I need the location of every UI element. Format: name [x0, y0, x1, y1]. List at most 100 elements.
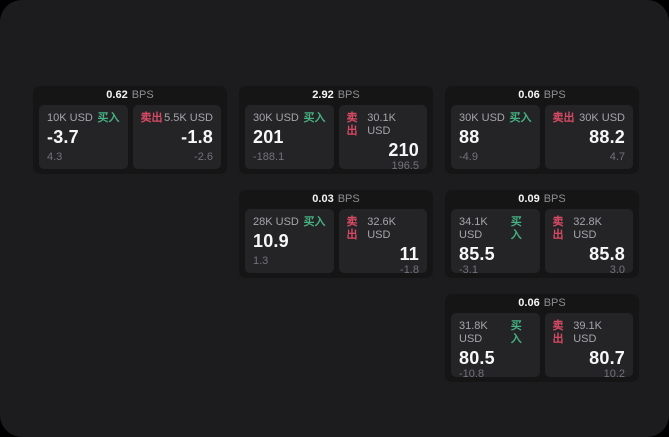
sell-amount: 32.6K USD [367, 216, 396, 241]
buy-amount: 31.8K USD [459, 320, 488, 345]
buy-amount: 30K USD [459, 112, 505, 124]
sell-delta: 4.7 [609, 151, 625, 163]
buy-label: 买入 [97, 112, 120, 124]
buy-quote-tile[interactable]: 30K USD 买入 88 -4.9 [451, 105, 540, 169]
bps-value: 0.62 [106, 89, 128, 101]
buy-label: 买入 [303, 112, 326, 124]
buy-delta: -10.8 [459, 368, 485, 380]
buy-sell-panels: 30K USD 买入 88 -4.9 卖出 30K USD 88.2 4.7 [451, 105, 633, 169]
sell-label: 卖出 [346, 112, 358, 137]
sell-price: 210 [388, 140, 419, 160]
buy-tile-header: 31.8K USD 买入 [459, 320, 532, 346]
sell-amount: 30.1K USD [367, 112, 396, 137]
bps-unit-label: BPS [337, 89, 360, 101]
buy-label: 买入 [509, 112, 532, 124]
bps-value: 0.06 [518, 297, 540, 309]
quote-card: 0.03 BPS 28K USD 买入 10.9 1.3 卖出 32.6K US… [239, 190, 433, 278]
bps-unit-label: BPS [131, 89, 154, 101]
sell-label: 卖出 [552, 216, 564, 241]
sell-tile-header: 卖出 32.6K USD [347, 216, 420, 242]
buy-label: 买入 [303, 216, 326, 228]
buy-delta: -188.1 [253, 151, 285, 163]
buy-tile-header: 10K USD 买入 [47, 112, 120, 125]
buy-price: 201 [253, 127, 284, 147]
bps-unit-label: BPS [337, 193, 360, 205]
buy-tile-header: 30K USD 买入 [253, 112, 326, 125]
buy-amount: 28K USD [253, 216, 299, 228]
buy-sell-panels: 30K USD 买入 201 -188.1 卖出 30.1K USD 210 1… [245, 105, 427, 172]
buy-delta: 4.3 [47, 151, 63, 163]
sell-label: 卖出 [346, 216, 358, 241]
sell-amount: 39.1K USD [573, 320, 602, 345]
buy-label: 买入 [510, 216, 522, 241]
buy-price: 80.5 [459, 348, 495, 368]
sell-quote-tile[interactable]: 卖出 32.6K USD 11 -1.8 [338, 209, 427, 276]
bps-unit-label: BPS [543, 89, 566, 101]
buy-delta: -4.9 [459, 151, 478, 163]
card-header: 0.06 BPS [451, 86, 633, 105]
buy-quote-tile[interactable]: 34.1K USD 买入 85.5 -3.1 [451, 209, 540, 276]
sell-delta: -1.8 [400, 264, 419, 276]
sell-amount: 30K USD [579, 112, 625, 124]
quote-cards-grid: 0.62 BPS 10K USD 买入 -3.7 4.3 卖出 5.5K USD [33, 86, 639, 382]
buy-quote-tile[interactable]: 31.8K USD 买入 80.5 -10.8 [451, 313, 540, 380]
sell-quote-tile[interactable]: 卖出 30.1K USD 210 196.5 [338, 105, 427, 172]
sell-label: 卖出 [140, 112, 163, 124]
bps-unit-label: BPS [543, 297, 566, 309]
quote-card: 2.92 BPS 30K USD 买入 201 -188.1 卖出 30.1K … [239, 86, 433, 174]
sell-quote-tile[interactable]: 卖出 32.8K USD 85.8 3.0 [544, 209, 633, 276]
buy-tile-header: 28K USD 买入 [253, 216, 326, 229]
bps-value: 0.06 [518, 89, 540, 101]
sell-price: -1.8 [181, 127, 213, 147]
buy-tile-header: 30K USD 买入 [459, 112, 532, 125]
sell-quote-tile[interactable]: 卖出 30K USD 88.2 4.7 [544, 105, 633, 169]
quote-card: 0.06 BPS 31.8K USD 买入 80.5 -10.8 卖出 39.1… [445, 294, 639, 382]
buy-price: 10.9 [253, 231, 289, 251]
sell-delta: 10.2 [603, 368, 625, 380]
bps-value: 0.09 [518, 193, 540, 205]
buy-sell-panels: 34.1K USD 买入 85.5 -3.1 卖出 32.8K USD 85.8… [451, 209, 633, 276]
quote-card: 0.62 BPS 10K USD 买入 -3.7 4.3 卖出 5.5K USD [33, 86, 227, 174]
buy-quote-tile[interactable]: 30K USD 买入 201 -188.1 [245, 105, 334, 169]
card-header: 0.06 BPS [451, 294, 633, 313]
sell-price: 88.2 [589, 127, 625, 147]
sell-tile-header: 卖出 30.1K USD [347, 112, 420, 138]
sell-tile-header: 卖出 39.1K USD [553, 320, 626, 346]
sell-price: 80.7 [589, 348, 625, 368]
buy-delta: -3.1 [459, 264, 478, 276]
buy-quote-tile[interactable]: 28K USD 买入 10.9 1.3 [245, 209, 334, 273]
sell-tile-header: 卖出 32.8K USD [553, 216, 626, 242]
buy-price: 85.5 [459, 244, 495, 264]
buy-sell-panels: 31.8K USD 买入 80.5 -10.8 卖出 39.1K USD 80.… [451, 313, 633, 380]
sell-tile-header: 卖出 5.5K USD [141, 112, 214, 125]
buy-quote-tile[interactable]: 10K USD 买入 -3.7 4.3 [39, 105, 128, 169]
buy-amount: 30K USD [253, 112, 299, 124]
bps-unit-label: BPS [543, 193, 566, 205]
buy-amount: 34.1K USD [459, 216, 488, 241]
sell-amount: 5.5K USD [164, 112, 213, 124]
buy-label: 买入 [510, 320, 522, 345]
buy-delta: 1.3 [253, 255, 269, 267]
card-header: 0.03 BPS [245, 190, 427, 209]
sell-delta: 196.5 [391, 160, 419, 172]
sell-quote-tile[interactable]: 卖出 39.1K USD 80.7 10.2 [544, 313, 633, 380]
sell-label: 卖出 [552, 112, 575, 124]
sell-tile-header: 卖出 30K USD [553, 112, 626, 125]
buy-price: -3.7 [47, 127, 79, 147]
quote-card: 0.09 BPS 34.1K USD 买入 85.5 -3.1 卖出 32.8K… [445, 190, 639, 278]
quote-card: 0.06 BPS 30K USD 买入 88 -4.9 卖出 30K USD [445, 86, 639, 174]
sell-price: 85.8 [589, 244, 625, 264]
sell-delta: 3.0 [609, 264, 625, 276]
buy-sell-panels: 28K USD 买入 10.9 1.3 卖出 32.6K USD 11 -1.8 [245, 209, 427, 276]
sell-price: 11 [399, 244, 419, 264]
sell-amount: 32.8K USD [573, 216, 602, 241]
buy-price: 88 [459, 127, 480, 147]
sell-quote-tile[interactable]: 卖出 5.5K USD -1.8 -2.6 [132, 105, 221, 169]
bps-value: 2.92 [312, 89, 334, 101]
sell-label: 卖出 [552, 320, 564, 345]
card-header: 2.92 BPS [245, 86, 427, 105]
buy-sell-panels: 10K USD 买入 -3.7 4.3 卖出 5.5K USD -1.8 -2.… [39, 105, 221, 169]
card-header: 0.09 BPS [451, 190, 633, 209]
bps-value: 0.03 [312, 193, 334, 205]
